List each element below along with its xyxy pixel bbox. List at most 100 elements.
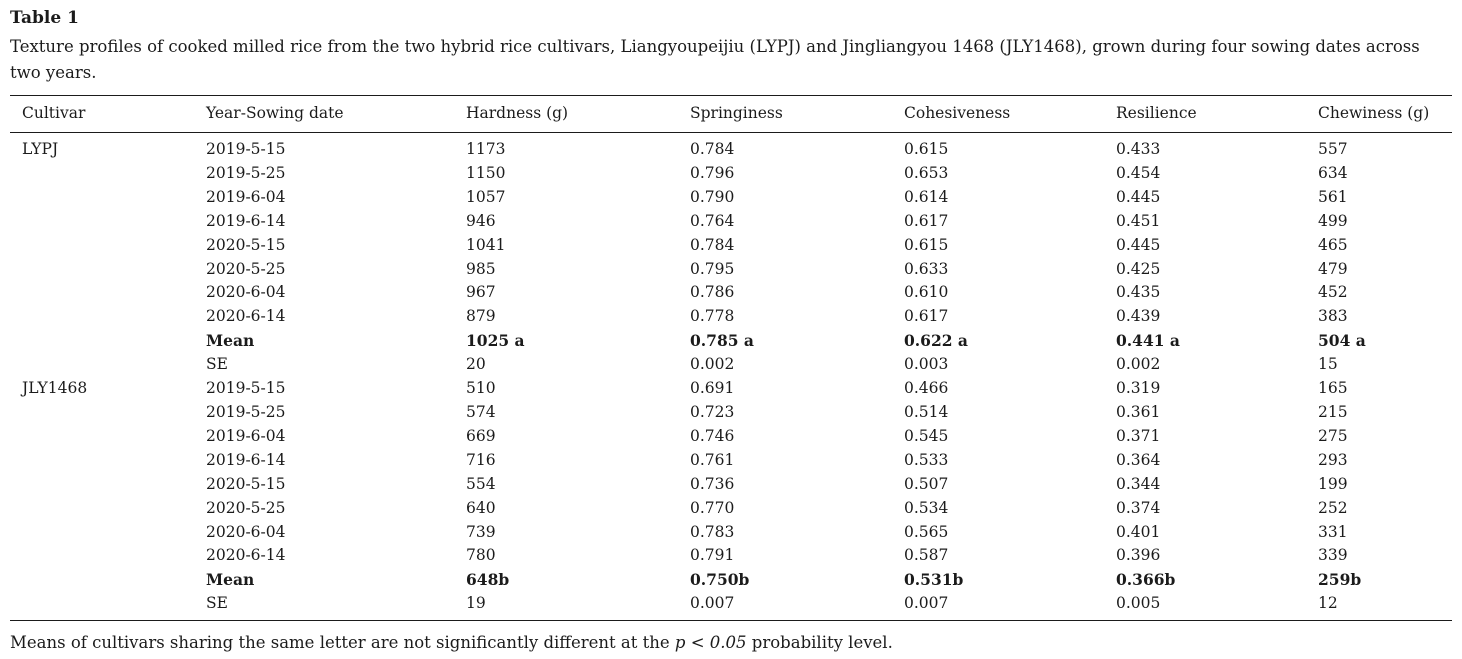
table-cell: 0.374: [1116, 498, 1161, 517]
table-cell: 0.401: [1116, 522, 1161, 541]
table-cell: 640: [466, 498, 496, 517]
table-row: SE 19 0.007 0.007 0.005 12: [10, 592, 1452, 620]
table-cell: 165: [1318, 379, 1348, 398]
footnote-text: Means of cultivars sharing the same lett…: [10, 633, 675, 653]
table-row: Mean 1025 a 0.785 a 0.622 a 0.441 a 504 a: [10, 329, 1452, 353]
table-body: LYPJ 2019-5-15 1173 0.784 0.615 0.433 557 2019-…: [10, 133, 1452, 621]
table-cell: 0.791: [690, 546, 735, 565]
table-cell: 331: [1318, 522, 1348, 541]
column-header-resilience: Resilience: [1116, 95, 1318, 133]
table-cell: 0.007: [904, 594, 949, 613]
table-cell: 561: [1318, 187, 1348, 206]
table-cell: 0.617: [904, 307, 949, 326]
table-cell: 0.761: [690, 450, 735, 469]
table-cell: 739: [466, 522, 496, 541]
table-cell: 20: [466, 355, 486, 374]
table-cell: 0.785 a: [690, 331, 754, 351]
table-cell: 510: [466, 379, 496, 398]
table-cell: 0.441 a: [1116, 331, 1180, 351]
table-cell: 0.005: [1116, 594, 1161, 613]
table-footnote: Means of cultivars sharing the same lett…: [10, 631, 1452, 655]
table-cell: 0.361: [1116, 402, 1161, 421]
table-cell: 0.633: [904, 259, 949, 278]
table-cell: 716: [466, 450, 496, 469]
table-cell: 0.622 a: [904, 331, 968, 351]
table-row: 2020-5-15 554 0.736 0.507 0.344 199: [10, 473, 1452, 497]
table-cell: [10, 544, 206, 568]
table-cell: 0.786: [690, 283, 735, 302]
table-row: Mean 648b 0.750b 0.531b 0.366b 259b: [10, 568, 1452, 592]
table-cell: 0.366b: [1116, 570, 1176, 590]
column-header-chewiness: Chewiness (g): [1318, 95, 1452, 133]
table-cell: 0.565: [904, 522, 949, 541]
table-cell: 0.795: [690, 259, 735, 278]
table-cell: 0.790: [690, 187, 735, 206]
table-cell: 259b: [1318, 570, 1362, 590]
table-cell: [10, 521, 206, 545]
table-row: 2020-6-14 879 0.778 0.617 0.439 383: [10, 305, 1452, 329]
table-cell: [10, 568, 206, 592]
table-cell: SE: [206, 355, 228, 374]
table-cell: 1173: [466, 140, 506, 158]
column-header-cohesiveness: Cohesiveness: [904, 95, 1116, 133]
table-cell: 2019-6-14: [206, 211, 286, 230]
table-caption: Texture profiles of cooked milled rice f…: [10, 37, 1420, 82]
header-row: Cultivar Year-Sowing date Hardness (g) S…: [10, 95, 1452, 133]
table-cell: 0.723: [690, 402, 735, 421]
table-row: 2020-6-04 967 0.786 0.610 0.435 452: [10, 281, 1452, 305]
table-row: 2020-6-14 780 0.791 0.587 0.396 339: [10, 544, 1452, 568]
table-cell: 0.784: [690, 140, 735, 158]
table-cell: [10, 186, 206, 210]
table-row: 2020-5-15 1041 0.784 0.615 0.445 465: [10, 234, 1452, 258]
table-cell: [10, 425, 206, 449]
table-cell: 2019-6-04: [206, 187, 286, 206]
table-cell: 0.614: [904, 187, 949, 206]
table-cell: 879: [466, 307, 496, 326]
table-label: Table 1: [10, 8, 79, 28]
table-cell: 0.534: [904, 498, 949, 517]
table-cell: 15: [1318, 355, 1338, 374]
table-row: 2019-5-25 574 0.723 0.514 0.361 215: [10, 401, 1452, 425]
table-cell: 2019-6-14: [206, 450, 286, 469]
table-cell: 2020-6-14: [206, 307, 286, 326]
table-row: LYPJ 2019-5-15 1173 0.784 0.615 0.433 557: [10, 133, 1452, 162]
table-cell: [10, 353, 206, 377]
table-cell: 0.653: [904, 163, 949, 182]
table-cell: [10, 258, 206, 282]
table-cell: 0.615: [904, 140, 949, 158]
table-cell: 0.007: [690, 594, 735, 613]
table-cell: 0.736: [690, 474, 735, 493]
table-cell: [10, 234, 206, 258]
table-cell: 2020-6-04: [206, 283, 286, 302]
table-cell: [10, 305, 206, 329]
table-cell: 12: [1318, 594, 1338, 613]
table-row: 2019-6-14 716 0.761 0.533 0.364 293: [10, 449, 1452, 473]
table-cell: 0.435: [1116, 283, 1161, 302]
table-cell: [10, 592, 206, 620]
table-cell: 2020-5-25: [206, 259, 286, 278]
table-row: 2019-5-25 1150 0.796 0.653 0.454 634: [10, 162, 1452, 186]
table-cell: 967: [466, 283, 496, 302]
table-cell: 554: [466, 474, 496, 493]
table-cell: 0.750b: [690, 570, 750, 590]
table-cell: 504 a: [1318, 331, 1366, 351]
table-row: 2020-6-04 739 0.783 0.565 0.401 331: [10, 521, 1452, 545]
table-row: 2020-5-25 640 0.770 0.534 0.374 252: [10, 497, 1452, 521]
table-cell: 0.784: [690, 235, 735, 254]
table-cell: 946: [466, 211, 496, 230]
table-cell: 0.002: [690, 355, 735, 374]
table-row: 2019-6-14 946 0.764 0.617 0.451 499: [10, 210, 1452, 234]
table-cell: 0.002: [1116, 355, 1161, 374]
table-cell: 0.545: [904, 426, 949, 445]
column-header-cultivar: Cultivar: [10, 95, 206, 133]
table-cell: 199: [1318, 474, 1348, 493]
table-cell: 0.454: [1116, 163, 1161, 182]
table-cell: 452: [1318, 283, 1348, 302]
table-cell: 2020-6-04: [206, 522, 286, 541]
table-cell: 293: [1318, 450, 1348, 469]
table-cell: 275: [1318, 426, 1348, 445]
table-cell: 0.514: [904, 402, 949, 421]
table-cell: 0.451: [1116, 211, 1161, 230]
table-cell: 339: [1318, 546, 1348, 565]
